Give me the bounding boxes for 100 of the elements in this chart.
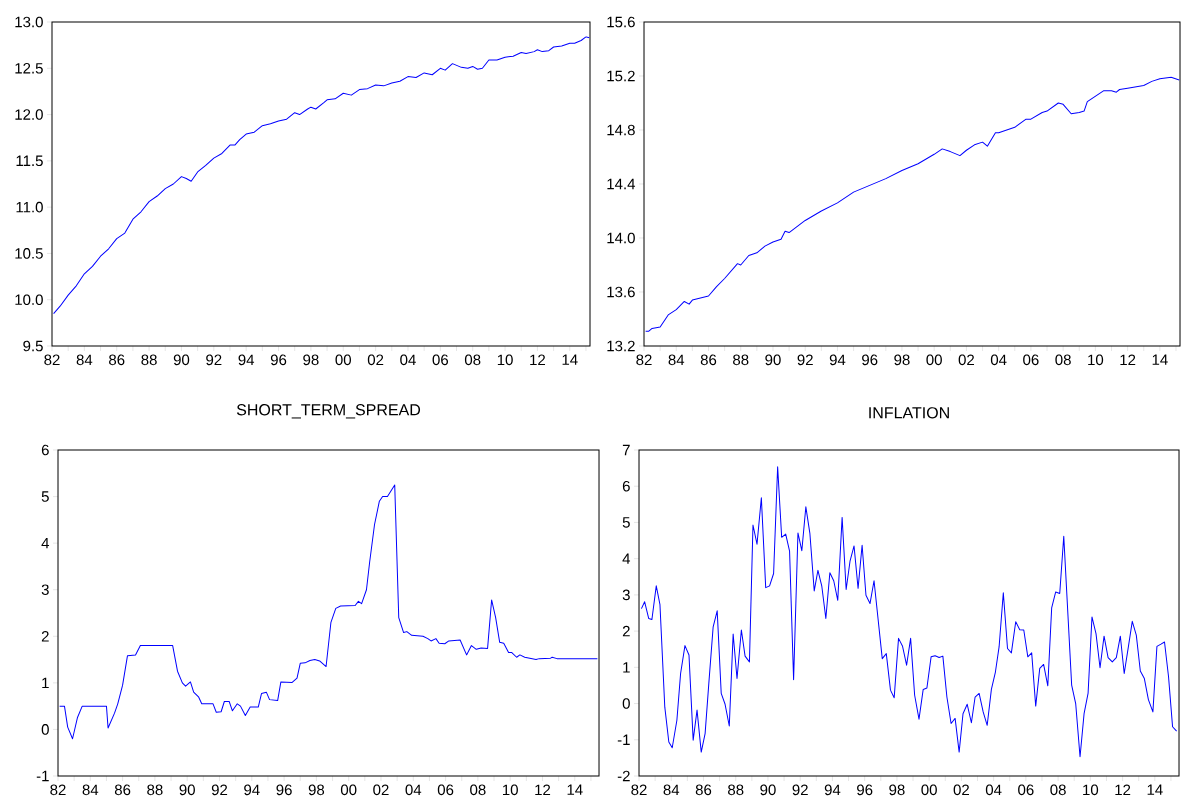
y-tick-label: 11.5 — [16, 155, 43, 167]
x-tick-label: 94 — [829, 354, 846, 366]
x-tick-label: 04 — [985, 784, 1002, 796]
x-tick-label: 00 — [340, 784, 357, 796]
y-tick-label: 2 — [622, 625, 630, 637]
y-tick-label: 11.0 — [16, 201, 43, 213]
x-tick-label: 98 — [308, 784, 325, 796]
x-tick-label: 14 — [562, 354, 578, 365]
x-tick-label: 14 — [567, 784, 583, 795]
y-tick-label: 12.5 — [15, 62, 43, 74]
x-tick-label: 06 — [437, 784, 454, 796]
y-tick-label: 3 — [622, 589, 630, 601]
x-tick-label: 88 — [141, 354, 157, 366]
y-tick-label: 10.0 — [15, 294, 43, 306]
y-tick-label: -1 — [617, 734, 630, 745]
x-tick-label: 88 — [147, 784, 163, 796]
x-tick-label: 82 — [44, 354, 60, 366]
y-tick-label: 0 — [41, 724, 49, 735]
y-tick-label: -1 — [36, 770, 49, 782]
x-tick-label: 02 — [367, 354, 384, 366]
x-tick-label: 86 — [109, 354, 125, 366]
x-tick-label: 14 — [1152, 354, 1168, 365]
x-tick-label: 10 — [1088, 354, 1104, 366]
x-tick-label: 96 — [862, 354, 878, 366]
y-tick-label: 13.2 — [607, 340, 635, 352]
x-tick-label: 92 — [797, 354, 813, 366]
x-tick-label: 90 — [760, 784, 776, 796]
x-tick-label: 08 — [470, 784, 486, 796]
y-tick-label: 6 — [622, 480, 630, 492]
x-tick-label: 10 — [497, 354, 513, 366]
x-tick-label: 92 — [206, 354, 222, 366]
y-tick-label: 14.4 — [607, 178, 636, 190]
y-tick-label: 3 — [41, 584, 49, 596]
y-tick-label: 14.8 — [607, 124, 635, 136]
y-tick-label: 0 — [622, 698, 630, 709]
x-tick-label: 98 — [894, 354, 910, 366]
x-tick-label: 98 — [889, 784, 905, 796]
x-tick-label: 96 — [857, 784, 873, 796]
x-tick-label: 02 — [953, 784, 969, 796]
y-tick-label: 13.6 — [607, 286, 635, 298]
y-tick-label: 13.0 — [15, 16, 43, 28]
x-tick-label: 86 — [695, 784, 712, 796]
y-tick-label: 5 — [622, 517, 630, 528]
y-tick-label: 2 — [41, 631, 49, 642]
y-tick-label: 9.5 — [23, 340, 43, 352]
x-tick-label: 84 — [82, 784, 99, 796]
x-tick-label: 84 — [663, 784, 680, 796]
x-tick-label: 04 — [400, 354, 416, 366]
y-tick-label: -2 — [617, 770, 630, 782]
x-tick-label: 04 — [405, 784, 422, 796]
x-tick-label: 00 — [926, 354, 942, 366]
x-tick-label: 92 — [211, 784, 228, 796]
x-tick-label: 08 — [1055, 354, 1071, 366]
x-tick-label: 88 — [728, 784, 744, 796]
x-tick-label: 04 — [990, 354, 1007, 366]
y-tick-label: 7 — [622, 444, 630, 456]
x-tick-label: 92 — [792, 784, 808, 796]
y-tick-label: 12.0 — [15, 109, 43, 120]
y-tick-label: 10.5 — [15, 248, 43, 259]
x-tick-label: 12 — [530, 354, 546, 365]
y-tick-label: 15.6 — [607, 16, 635, 28]
x-tick-label: 94 — [244, 784, 260, 796]
y-tick-label: 14.0 — [607, 232, 635, 244]
y-tick-label: 5 — [41, 491, 49, 502]
chart-title: SHORT_TERM_SPREAD — [236, 404, 421, 419]
x-tick-label: 14 — [1147, 784, 1163, 795]
x-tick-label: 00 — [921, 784, 937, 796]
x-tick-label: 02 — [373, 784, 389, 796]
x-tick-label: 12 — [1120, 354, 1136, 365]
line-series — [640, 466, 1178, 758]
y-tick-label: 1 — [623, 662, 630, 673]
y-tick-label: 4 — [41, 537, 50, 549]
y-tick-label: 1 — [42, 677, 49, 689]
y-tick-label: 4 — [622, 553, 631, 564]
x-tick-label: 08 — [1050, 784, 1066, 796]
x-tick-label: 96 — [276, 784, 292, 796]
line-series — [59, 484, 598, 740]
x-tick-label: 12 — [1115, 784, 1131, 796]
x-tick-label: 88 — [733, 354, 749, 366]
x-tick-label: 90 — [173, 354, 190, 366]
x-tick-label: 94 — [824, 784, 841, 796]
x-tick-label: 96 — [270, 354, 287, 366]
x-tick-label: 82 — [50, 784, 66, 796]
x-tick-label: 06 — [1023, 354, 1039, 366]
x-tick-label: 90 — [179, 784, 195, 796]
x-tick-label: 10 — [502, 784, 518, 796]
x-tick-label: 82 — [631, 784, 647, 796]
x-tick-label: 90 — [765, 354, 781, 366]
x-tick-label: 94 — [238, 354, 255, 366]
x-tick-label: 98 — [303, 354, 319, 366]
x-tick-label: 00 — [335, 354, 351, 366]
x-tick-label: 84 — [668, 354, 685, 366]
chart-title: INFLATION — [869, 407, 949, 419]
x-tick-label: 84 — [76, 354, 93, 366]
x-tick-label: 08 — [464, 354, 481, 366]
y-tick-label: 15.2 — [607, 70, 635, 82]
x-tick-label: 06 — [1018, 784, 1034, 796]
x-tick-label: 02 — [958, 354, 975, 366]
x-tick-label: 12 — [535, 784, 551, 796]
x-tick-label: 06 — [432, 354, 449, 366]
